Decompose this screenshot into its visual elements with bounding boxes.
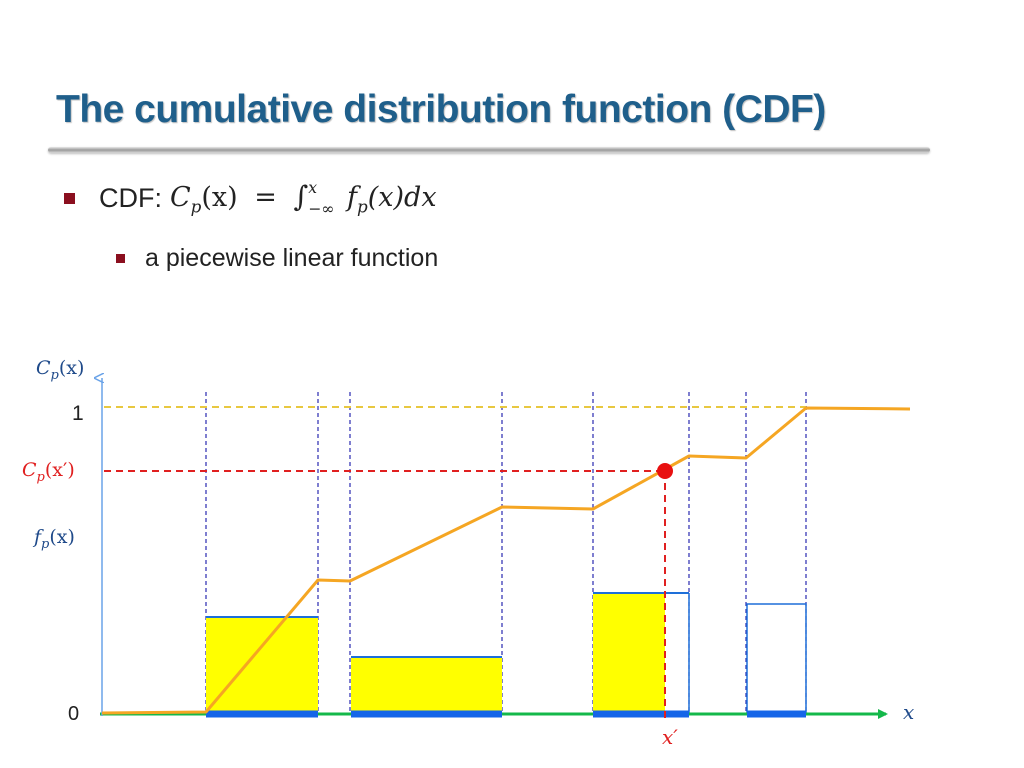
pdf-bars: [206, 592, 807, 715]
pdf-bar: [206, 617, 318, 714]
one-label: 1: [72, 402, 84, 425]
cdf-label: CDF:: [99, 182, 162, 213]
pdf-bar: [351, 657, 502, 714]
cdf-point-marker: [657, 463, 673, 479]
fpx-label: fp(x): [32, 526, 75, 552]
bullet-square-icon: [116, 254, 125, 263]
bullet-square-icon: [64, 192, 75, 204]
zero-label: 0: [68, 703, 79, 725]
title-underline: [48, 147, 930, 153]
bullet-cdf-definition: CDF: Cp(x) = ∫ x −∞ fp(x)dx: [64, 178, 437, 218]
x-axis-label: x: [903, 700, 914, 724]
pdf-bar-outline: [746, 603, 807, 715]
slide-title: The cumulative distribution function (CD…: [56, 88, 826, 131]
pdf-bar-partial: [593, 593, 665, 714]
cdf-curve: [101, 406, 911, 715]
piecewise-text: a piecewise linear function: [145, 244, 439, 272]
cdf-formula: Cp(x) = ∫ x −∞ fp(x)dx: [170, 178, 437, 218]
x-prime-label: x′: [662, 725, 678, 749]
cpx-prime-label: Cp(x′): [22, 459, 75, 485]
y-axis-label: Cp(x): [36, 357, 84, 383]
bullet-piecewise: a piecewise linear function: [116, 244, 438, 273]
